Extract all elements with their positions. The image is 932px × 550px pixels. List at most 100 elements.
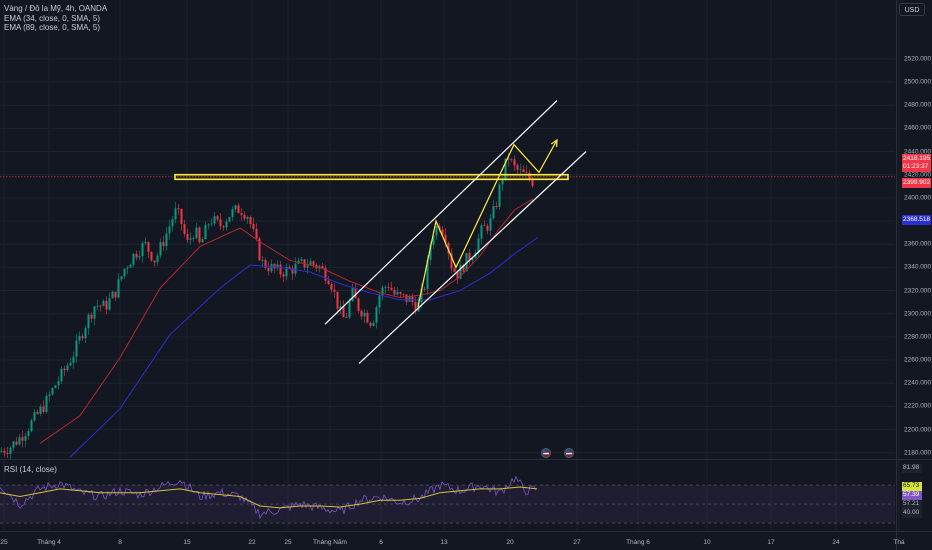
candle-body xyxy=(0,451,3,452)
candle-body xyxy=(279,264,282,275)
rsi-ma-line xyxy=(0,486,538,509)
us-flag-event-icon[interactable] xyxy=(541,448,551,458)
candle-body xyxy=(138,256,141,258)
candle-body xyxy=(342,306,345,318)
chart-legend: Vàng / Đô la Mỹ, 4h, OANDA EMA (34, clos… xyxy=(4,4,107,33)
candle-body xyxy=(354,287,357,299)
candle-body xyxy=(459,264,462,279)
candle-body xyxy=(351,287,354,301)
candle-body xyxy=(270,264,273,272)
candle-body xyxy=(9,447,12,454)
candle-body xyxy=(30,420,33,432)
candle-body xyxy=(63,368,66,371)
candle-body xyxy=(81,335,84,339)
ema89-price-badge: 2368.518 xyxy=(902,215,931,225)
candle-body xyxy=(513,159,516,166)
candle-body xyxy=(12,441,15,448)
candle-body xyxy=(444,234,447,243)
candle-body xyxy=(339,306,342,309)
symbol-title[interactable]: Vàng / Đô la Mỹ, 4h, OANDA xyxy=(4,4,108,13)
currency-button[interactable]: USD xyxy=(899,3,925,16)
candle-body xyxy=(168,226,171,234)
candle-body xyxy=(390,287,393,290)
candle-body xyxy=(516,165,519,170)
candle-body xyxy=(462,264,465,272)
candle-body xyxy=(246,216,249,219)
price-tick-label: 2360.000 xyxy=(904,240,932,248)
candle-body xyxy=(306,265,309,268)
candle-body xyxy=(285,267,288,277)
candle-body xyxy=(165,233,168,247)
candle-body xyxy=(117,279,120,298)
candle-body xyxy=(102,300,105,307)
candle-body xyxy=(147,242,150,252)
candle-body xyxy=(42,406,45,413)
candle-body xyxy=(255,228,258,239)
candle-body xyxy=(18,437,21,445)
price-tick-label: 2280.000 xyxy=(904,333,932,341)
price-tick-label: 2420.000 xyxy=(904,171,932,179)
candle-body xyxy=(492,206,495,219)
candle-body xyxy=(309,261,312,266)
candle-body xyxy=(282,274,285,277)
candle-body xyxy=(441,229,444,235)
candle-body xyxy=(66,365,69,371)
candle-body xyxy=(24,435,27,441)
ema-34-legend[interactable]: EMA (34, close, 0, SMA, 5) xyxy=(4,13,101,23)
candle-body xyxy=(129,264,132,268)
candle-body xyxy=(27,431,30,436)
candle-body xyxy=(327,280,330,285)
candle-body xyxy=(483,225,486,227)
candle-body xyxy=(45,395,48,413)
candle-body xyxy=(489,218,492,231)
candle-body xyxy=(33,411,36,421)
candle-body xyxy=(234,205,237,210)
candle-body xyxy=(6,453,9,454)
price-tick-label: 2220.000 xyxy=(904,402,932,410)
candle-body xyxy=(225,221,228,228)
time-tick-label: 22 xyxy=(248,539,256,546)
candle-body xyxy=(3,451,6,454)
candle-body xyxy=(105,300,108,310)
price-tick-label: 2340.000 xyxy=(904,263,932,271)
time-tick-label: 24 xyxy=(832,539,840,546)
candle-body xyxy=(243,214,246,219)
candle-body xyxy=(378,295,381,308)
projection-arrowhead xyxy=(550,138,558,147)
candle-body xyxy=(39,406,42,414)
trend-drawings[interactable] xyxy=(174,100,587,364)
candle-body xyxy=(276,264,279,269)
rsi-legend[interactable]: RSI (14, close) xyxy=(4,465,57,474)
candle-body xyxy=(156,255,159,263)
candle-body xyxy=(114,291,117,298)
candle-body xyxy=(15,441,18,445)
candle-body xyxy=(366,312,369,323)
candle-body xyxy=(264,259,267,268)
candle-body xyxy=(192,238,195,240)
candle-body xyxy=(78,335,81,341)
candle-body xyxy=(237,205,240,214)
us-flag-event-icon[interactable] xyxy=(564,448,574,458)
price-tick-label: 2440.000 xyxy=(904,148,932,156)
time-tick-label: 25 xyxy=(0,539,8,546)
candle-body xyxy=(528,172,531,180)
candle-body xyxy=(153,260,156,263)
candle-body xyxy=(501,178,504,185)
candle-body xyxy=(525,172,528,173)
candle-body xyxy=(435,226,438,236)
candle-body xyxy=(333,289,336,292)
time-tick-label: 27 xyxy=(573,539,581,546)
time-tick-label: Tháng Năm xyxy=(313,539,347,546)
candle-body xyxy=(393,289,396,295)
ema-89-legend[interactable]: EMA (89, close, 0, SMA, 5) xyxy=(4,23,101,32)
candle-body xyxy=(213,216,216,224)
candle-body xyxy=(96,305,99,307)
candle-body xyxy=(90,314,93,319)
candle-body xyxy=(210,223,213,225)
ema-89-line xyxy=(69,236,539,458)
candle-body xyxy=(183,224,186,234)
time-tick-label: 6 xyxy=(379,539,383,546)
candle-body xyxy=(198,227,201,243)
candle-body xyxy=(324,268,327,281)
